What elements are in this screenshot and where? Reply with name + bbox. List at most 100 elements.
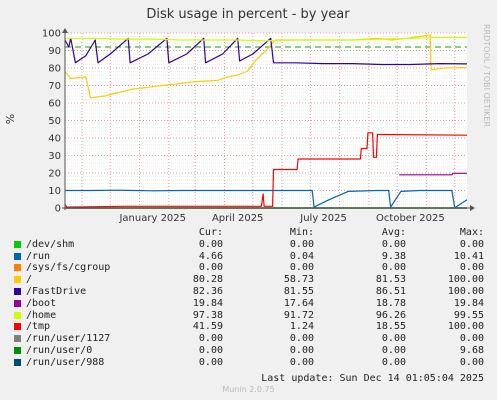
header-cur: Cur: [198, 227, 223, 238]
legend-name: /run [26, 250, 51, 262]
legend-swatch [14, 335, 21, 343]
y-tick-label: 90 [48, 46, 61, 57]
legend-name: /boot [26, 297, 57, 309]
legend-avg: 0.00 [381, 262, 406, 274]
y-tick-label: 10 [48, 186, 61, 197]
series-line-home [65, 36, 468, 42]
legend-row: /run/user/1127 0.00 0.00 0.00 0.00 [14, 333, 484, 345]
legend-min: 91.72 [283, 309, 314, 321]
axes [62, 28, 475, 211]
legend-avg: 86.51 [375, 285, 406, 297]
legend-swatch [14, 346, 21, 354]
legend-max: 10.41 [453, 250, 484, 262]
y-tick-label: 50 [48, 116, 61, 127]
legend-max: 9.68 [459, 344, 484, 356]
legend-row: /FastDrive 82.36 81.55 86.51 100.00 [14, 286, 484, 298]
legend-avg: 18.55 [375, 321, 406, 333]
y-axis-label: % [4, 114, 17, 124]
legend-max: 0.00 [459, 238, 484, 250]
legend-row: /run/user/0 0.00 0.00 0.00 9.68 [14, 345, 484, 357]
legend-min: 81.55 [283, 285, 314, 297]
legend-row: /dev/shm 0.00 0.00 0.00 0.00 [14, 239, 484, 251]
legend-min: 17.64 [283, 297, 314, 309]
legend-name: /run/user/1127 [26, 333, 111, 345]
legend-cur: 0.00 [198, 333, 223, 345]
legend-row: /run 4.66 0.04 9.38 10.41 [14, 251, 484, 263]
legend-swatch [14, 323, 21, 331]
legend-swatch [14, 264, 21, 272]
legend-cur: 97.38 [192, 309, 223, 321]
legend-name: /FastDrive [26, 285, 87, 297]
legend-avg: 0.00 [381, 333, 406, 345]
legend-max: 0.00 [459, 262, 484, 274]
legend-cur: 4.66 [198, 250, 223, 262]
legend-min: 58.73 [283, 274, 314, 286]
grid [65, 32, 467, 209]
header-min: Min: [289, 227, 314, 238]
legend-row: /home 97.38 91.72 96.26 99.55 [14, 310, 484, 322]
legend-cur: 0.00 [198, 262, 223, 274]
legend-min: 0.00 [289, 344, 314, 356]
legend-min: 0.04 [289, 250, 314, 262]
legend-row: /run/user/988 0.00 0.00 0.00 0.00 [14, 357, 484, 369]
legend-cur: 19.84 [192, 297, 223, 309]
legend-cur: 82.36 [192, 285, 223, 297]
legend-swatch [14, 358, 21, 366]
legend-max: 0.00 [459, 356, 484, 368]
last-update: Last update: Sun Dec 14 01:05:04 2025 [261, 373, 484, 384]
legend-avg: 96.26 [375, 309, 406, 321]
y-tick-label: 80 [48, 64, 61, 75]
y-tick-label: 60 [48, 99, 61, 110]
y-tick-label: 20 [48, 169, 61, 180]
legend-min: 0.00 [289, 333, 314, 345]
legend: Cur: Min: Avg: Max: /dev/shm 0.00 0.00 0.00… [14, 227, 484, 369]
legend-max: 100.00 [447, 285, 484, 297]
y-tick-label: 70 [48, 81, 61, 92]
legend-max: 100.00 [447, 321, 484, 333]
x-ticks: January 2025 April 2025 July 2025 October 2… [118, 213, 444, 224]
y-tick-label: 100 [42, 29, 61, 40]
legend-avg: 0.00 [381, 238, 406, 250]
legend-cur: 0.00 [198, 344, 223, 356]
legend-avg: 81.53 [375, 274, 406, 286]
legend-row: /tmp 41.59 1.24 18.55 100.00 [14, 321, 484, 333]
header-avg: Avg: [381, 227, 406, 238]
y-ticks: 0 10 20 30 40 50 60 70 80 90 100 [42, 29, 61, 215]
legend-name: /sys/fs/cgroup [26, 262, 111, 274]
legend-swatch [14, 311, 21, 319]
series-line-fastdrive [64, 37, 468, 66]
legend-max: 0.00 [459, 333, 484, 345]
x-tick-label: January 2025 [118, 213, 186, 224]
legend-cur: 41.59 [192, 321, 223, 333]
legend-cur: 80.28 [192, 274, 223, 286]
legend-min: 1.24 [289, 321, 314, 333]
series-line-run [65, 189, 468, 209]
legend-name: /dev/shm [26, 238, 75, 250]
legend-name: /home [26, 309, 57, 321]
legend-cur: 0.00 [198, 238, 223, 250]
legend-avg: 0.00 [381, 344, 406, 356]
legend-avg: 9.38 [381, 250, 406, 262]
series-line-boot [399, 172, 467, 176]
legend-row: /sys/fs/cgroup 0.00 0.00 0.00 0.00 [14, 262, 484, 274]
y-tick-label: 0 [55, 204, 61, 215]
legend-max: 19.84 [453, 297, 484, 309]
legend-max: 100.00 [447, 274, 484, 286]
header-max: Max: [459, 227, 484, 238]
munin-version: Munin 2.0.75 [222, 385, 275, 394]
legend-name: / [26, 274, 33, 286]
legend-min: 0.00 [289, 262, 314, 274]
y-tick-label: 30 [48, 151, 61, 162]
legend-swatch [14, 252, 21, 260]
legend-min: 0.00 [289, 356, 314, 368]
legend-rows: /dev/shm 0.00 0.00 0.00 0.00/run 4.66 0.04 9.38… [14, 239, 484, 369]
x-tick-label: July 2025 [299, 213, 347, 224]
x-tick-label: April 2025 [212, 213, 263, 224]
legend-avg: 0.00 [381, 356, 406, 368]
legend-name: /run/user/0 [26, 344, 93, 356]
series-line-tmp [64, 132, 468, 208]
legend-swatch [14, 287, 21, 295]
legend-avg: 18.78 [375, 297, 406, 309]
legend-name: /tmp [26, 321, 51, 333]
